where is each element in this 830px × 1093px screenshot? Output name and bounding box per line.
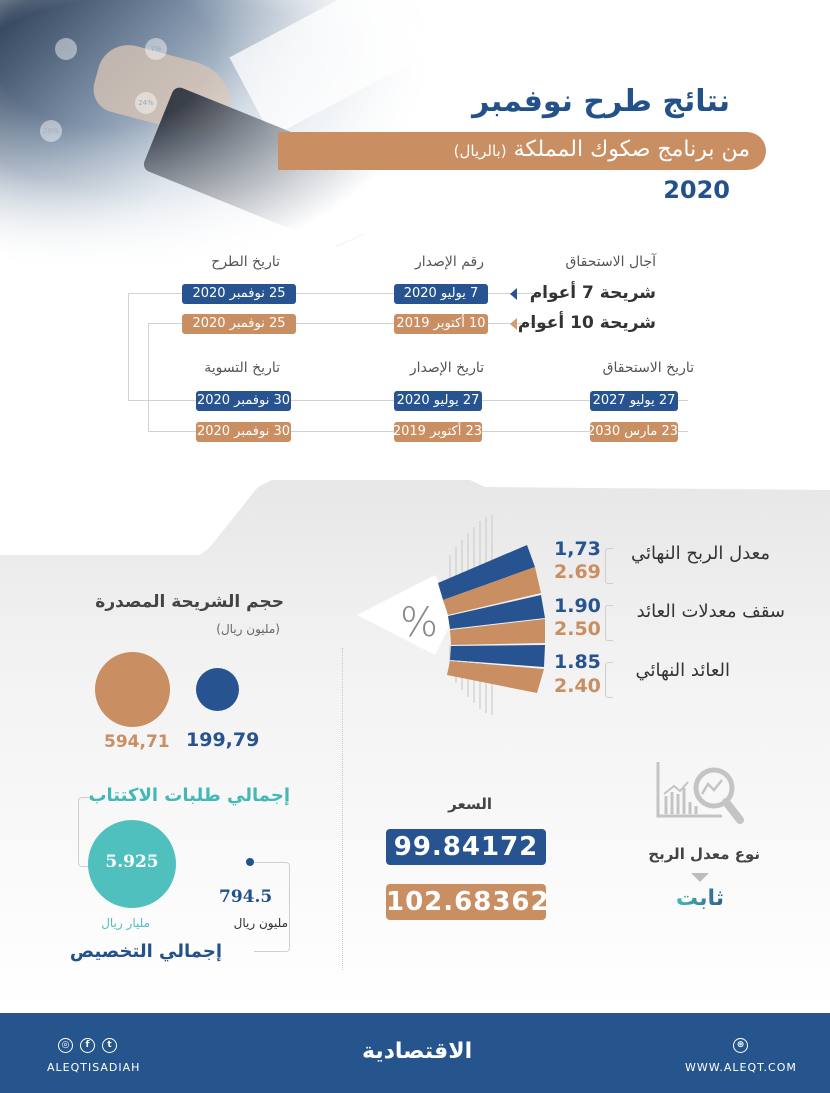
subtitle-bar	[278, 132, 766, 170]
stats-panel	[0, 480, 830, 1010]
tranche-7-marker-icon	[510, 288, 517, 300]
page-year: 2020	[663, 176, 730, 204]
allocation-bracket	[254, 862, 290, 952]
issued-size-unit: (مليون ريال)	[216, 622, 280, 636]
header-settlement-date: تاريخ التسوية	[204, 360, 280, 376]
tranche-10-offering-date: 25 نوفمبر 2020	[182, 314, 296, 334]
tranche-7-size-circle	[196, 668, 239, 711]
header-maturity-terms: آجال الاستحقاق	[565, 254, 656, 270]
globe-icon: ⊛	[733, 1038, 748, 1053]
tranche-10-maturity-date: 23 مارس 2030	[587, 422, 678, 442]
final-yield-tranche-10: 2.40	[554, 675, 601, 697]
subscriptions-value: 5.925	[105, 852, 159, 872]
tranche-10-settlement-date: 30 نوفمبر 2020	[196, 422, 291, 442]
bracket	[605, 605, 613, 641]
price-tranche-7: 99.84172	[386, 829, 546, 865]
price-title: السعر	[448, 795, 492, 813]
tranche-10-issue-date: 23 أكتوبر 2019	[393, 422, 482, 442]
subscriptions-circle	[88, 820, 176, 908]
tranche-7-maturity-date: 27 يوليو 2027	[590, 391, 678, 411]
allocation-unit: مليون ريال	[233, 916, 288, 930]
connector-line	[128, 293, 553, 294]
subscriptions-unit: مليار ريال	[101, 916, 150, 930]
tranche-10-label: شريحة 10 أعوام	[517, 313, 656, 333]
chart-magnifier-icon	[656, 762, 744, 824]
section-divider	[342, 648, 343, 970]
subscriptions-title: إجمالي طلبات الاكتتاب	[88, 785, 290, 806]
header-offering-date: تاريخ الطرح	[211, 254, 280, 270]
allocation-dot	[246, 858, 254, 866]
rates-fan-chart	[357, 515, 545, 715]
subtitle-currency-note: (بالريال)	[453, 142, 507, 160]
yield-cap-tranche-10: 2.50	[554, 618, 601, 640]
header-issue-date: تاريخ الإصدار	[409, 360, 484, 376]
website-link[interactable]: WWW.ALEQT.COM	[685, 1061, 797, 1074]
header-issue-number: رقم الإصدار	[415, 254, 484, 270]
page-title: نتائج طرح نوفمبر	[472, 84, 730, 119]
tranche-7-issue-number: 7 يوليو 2020	[394, 284, 488, 304]
tranche-10-size-circle	[95, 652, 170, 727]
subtitle-text: من برنامج صكوك المملكة	[513, 137, 750, 162]
footer: ◎ f t ALEQTISADIAH الاقتصادية ⊛ WWW.ALEQ…	[0, 1013, 830, 1093]
connector-line	[128, 293, 129, 400]
subscriptions-bracket	[78, 797, 94, 867]
header-maturity-date: تاريخ الاستحقاق	[602, 360, 694, 376]
percent-symbol: %	[400, 600, 439, 646]
tranche-10-issue-number: 10 أكتوبر 2019	[394, 314, 488, 334]
instagram-icon[interactable]: ◎	[58, 1038, 73, 1053]
tranche-7-label: شريحة 7 أعوام	[529, 283, 656, 303]
tranche-7-size-value: 199,79	[186, 729, 260, 751]
facebook-icon[interactable]: f	[80, 1038, 95, 1053]
final-yield-tranche-7: 1.85	[554, 651, 601, 673]
issued-size-title: حجم الشريحة المصدرة	[95, 592, 284, 612]
yield-cap-tranche-7: 1.90	[554, 595, 601, 617]
rate-label-yield-cap: سقف معدلات العائد	[636, 601, 785, 622]
bracket	[605, 548, 613, 584]
bracket	[605, 662, 613, 698]
tranche-10-marker-icon	[510, 318, 517, 330]
brand-logo: الاقتصادية	[362, 1039, 473, 1064]
tranche-7-offering-date: 25 نوفمبر 2020	[182, 284, 296, 304]
down-arrow-icon	[691, 873, 709, 882]
page-subtitle: من برنامج صكوك المملكة (بالريال)	[454, 137, 750, 162]
tranche-7-issue-date: 27 يوليو 2020	[394, 391, 482, 411]
rate-label-final-yield: العائد النهائي	[635, 660, 730, 681]
twitter-icon[interactable]: t	[102, 1038, 117, 1053]
final-profit-rate-tranche-10: 2.69	[554, 561, 601, 583]
tranche-7-settlement-date: 30 نوفمبر 2020	[196, 391, 291, 411]
profit-type-title: نوع معدل الربح	[648, 845, 760, 863]
final-profit-rate-tranche-7: 1,73	[554, 538, 601, 560]
allocation-value: 794.5	[219, 887, 273, 907]
connector-line	[148, 323, 149, 431]
tranche-10-size-value: 594,71	[104, 732, 170, 752]
rate-label-final-profit: معدل الربح النهائي	[630, 543, 770, 564]
social-handle[interactable]: ALEQTISADIAH	[47, 1061, 141, 1074]
profit-type-value: ثابت	[675, 886, 724, 911]
connector-line	[148, 323, 553, 324]
price-tranche-10: 102.68362	[386, 884, 549, 920]
allocation-title: إجمالي التخصيص	[69, 941, 222, 962]
